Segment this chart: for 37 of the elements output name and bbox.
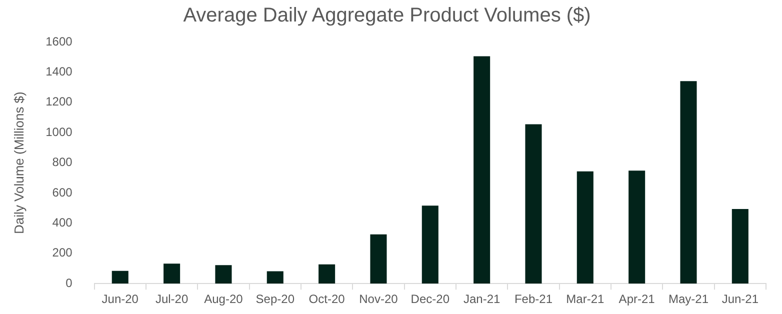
x-tick-label: Feb-21 <box>514 292 553 306</box>
x-tick-label: Oct-20 <box>308 292 346 306</box>
x-tick-label: Jun-20 <box>102 292 139 306</box>
x-tick-label: Mar-21 <box>566 292 604 306</box>
y-tick-label: 1200 <box>46 94 73 109</box>
bar <box>422 206 438 284</box>
bar <box>112 270 128 284</box>
x-tick-label: Jul-20 <box>155 292 188 306</box>
bar <box>576 171 594 284</box>
y-axis-title: Daily Volume (Millions $) <box>11 92 26 234</box>
bar <box>266 271 284 284</box>
y-tick-label: 400 <box>52 216 73 230</box>
bar <box>215 265 232 284</box>
y-tick-label: 200 <box>52 246 73 260</box>
y-tick-label: 1400 <box>46 64 73 79</box>
y-tick-label: 600 <box>52 185 73 200</box>
x-tick-label: May-21 <box>668 292 709 306</box>
bar <box>732 209 748 284</box>
bar <box>318 264 336 284</box>
y-tick-label: 800 <box>52 155 73 170</box>
y-tick-label: 1000 <box>46 124 73 139</box>
y-tick-label: 0 <box>66 276 73 290</box>
bar <box>474 56 490 284</box>
x-tick-label: Jun-21 <box>722 292 759 306</box>
bar <box>525 124 542 284</box>
x-tick-label: Jan-21 <box>463 292 500 306</box>
bar <box>680 81 697 284</box>
bar <box>628 170 646 284</box>
chart-title: Average Daily Aggregate Product Volumes ($) <box>183 4 591 27</box>
x-tick-label: Nov-20 <box>359 292 398 306</box>
bar <box>164 264 180 284</box>
x-tick-label: Apr-21 <box>618 292 656 306</box>
x-tick-label: Dec-20 <box>410 292 450 306</box>
x-tick-label: Aug-20 <box>204 292 244 306</box>
y-tick-label: 1600 <box>46 34 73 48</box>
bar <box>370 234 387 284</box>
x-tick-label: Sep-20 <box>256 292 295 306</box>
